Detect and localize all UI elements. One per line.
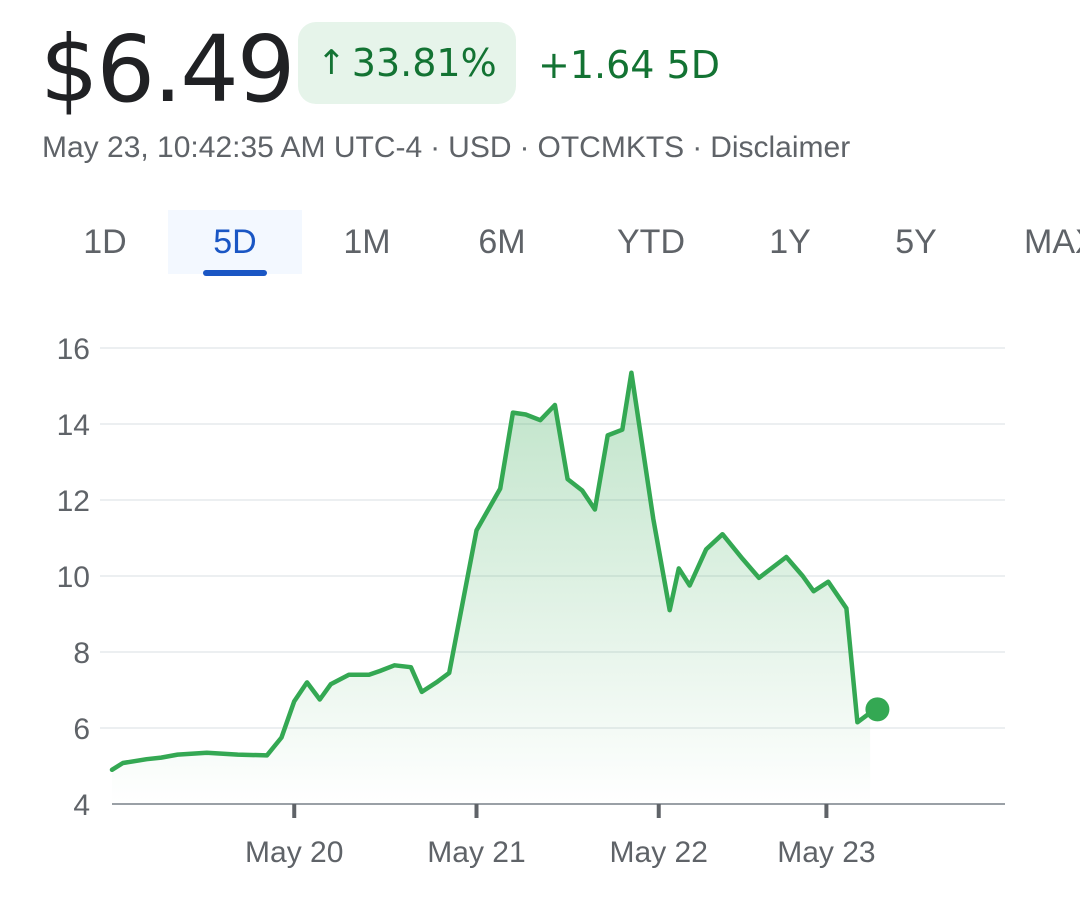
price-area (112, 372, 871, 804)
tab-5d[interactable]: 5D (168, 210, 302, 276)
active-tab-indicator (203, 270, 267, 276)
y-tick-label: 10 (57, 561, 90, 594)
tab-max[interactable]: MAX (1024, 223, 1080, 261)
tab-1y[interactable]: 1Y (769, 223, 811, 261)
tab-ytd[interactable]: YTD (617, 223, 685, 261)
tab-6m[interactable]: 6M (478, 223, 526, 261)
disclaimer-link[interactable]: Disclaimer (710, 131, 851, 164)
change-percent-badge: ↑ 33.81% (298, 22, 516, 104)
x-tick-label: May 22 (610, 836, 708, 869)
currency: USD (448, 131, 512, 164)
x-axis-ticks: May 20 May 21 May 22 May 23 (245, 804, 876, 869)
quote-meta: May 23, 10:42:35 AM UTC-4 · USD · OTCMKTS · Di… (42, 128, 850, 168)
y-tick-label: 8 (73, 637, 90, 670)
exchange: OTCMKTS (537, 131, 685, 164)
tab-1m[interactable]: 1M (343, 223, 391, 261)
y-tick-label: 14 (57, 409, 90, 442)
x-tick-label: May 23 (777, 836, 875, 869)
y-tick-label: 16 (57, 333, 90, 366)
y-tick-label: 4 (73, 789, 90, 822)
x-tick-label: May 20 (245, 836, 343, 869)
separator: · (430, 131, 441, 164)
arrow-up-icon: ↑ (317, 43, 346, 83)
price-value: $6.49 (40, 16, 295, 123)
change-percent: 33.81% (351, 41, 497, 85)
price-chart: 4 6 8 10 12 14 16 May 20 May 21 May 22 May 23 (57, 333, 1005, 869)
tab-label: 5D (213, 223, 257, 261)
separator: · (519, 131, 530, 164)
separator: · (692, 131, 703, 164)
range-tabs: 1D 5D 1M 6M YTD 1Y 5Y MAX (0, 210, 1080, 276)
tab-1d[interactable]: 1D (83, 223, 127, 261)
timestamp: May 23, 10:42:35 AM UTC-4 (42, 131, 423, 164)
change-value: +1.64 5D (538, 43, 720, 87)
y-tick-label: 12 (57, 485, 90, 518)
tab-5y[interactable]: 5Y (895, 223, 937, 261)
x-tick-label: May 21 (427, 836, 525, 869)
last-price-marker (865, 697, 890, 722)
y-tick-label: 6 (73, 713, 90, 746)
price-line (109, 370, 873, 773)
y-axis-labels: 4 6 8 10 12 14 16 (57, 333, 90, 822)
